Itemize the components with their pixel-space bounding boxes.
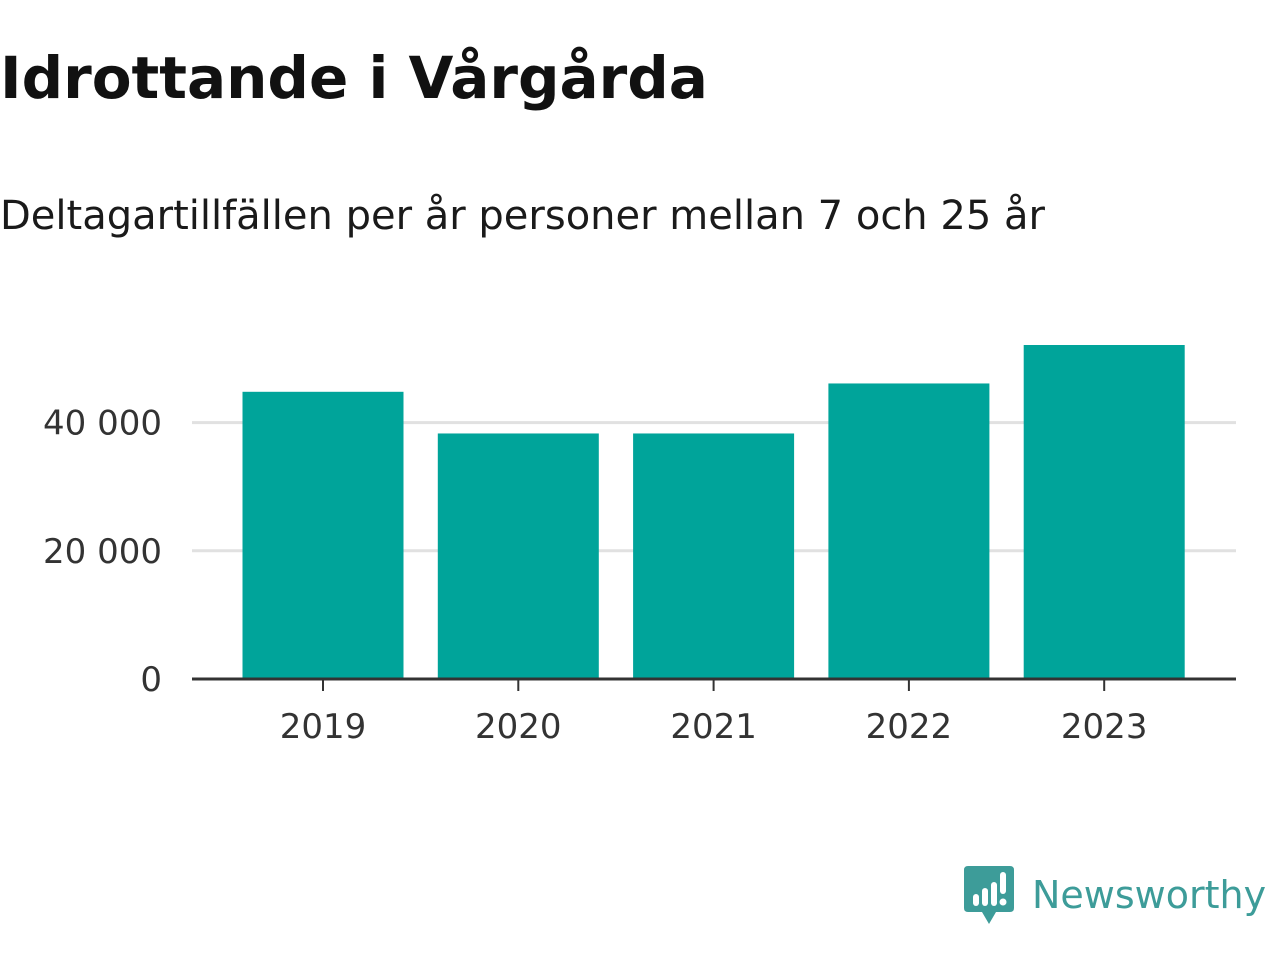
y-tick-label: 40 000 [43,404,162,444]
y-tick-label: 0 [140,660,162,700]
chart-title: Idrottande i Vårgårda [0,44,708,112]
bar-layer [242,345,1185,679]
brand-logo: Newsworthy [962,862,1266,928]
newsworthy-logo-icon [964,866,1014,924]
x-tick-label: 2021 [670,707,757,747]
bar-2021 [633,433,795,679]
x-tick-label: 2019 [280,707,367,747]
y-tick-label: 20 000 [43,532,162,572]
bar-2019 [242,391,404,679]
axis-layer [192,677,1236,691]
bar-2020 [437,433,599,679]
chart-subtitle: Deltagartillfällen per år personer mella… [0,193,1045,239]
x-tick-label: 2020 [475,707,562,747]
label-layer: 0 20 000 40 000 2019 2020 2021 2022 2023 [43,404,1147,747]
brand-name: Newsworthy [1032,873,1267,917]
x-tick-label: 2023 [1061,707,1148,747]
bar-2023 [1023,345,1185,679]
bar-2022 [828,383,990,679]
x-tick-label: 2022 [866,707,953,747]
